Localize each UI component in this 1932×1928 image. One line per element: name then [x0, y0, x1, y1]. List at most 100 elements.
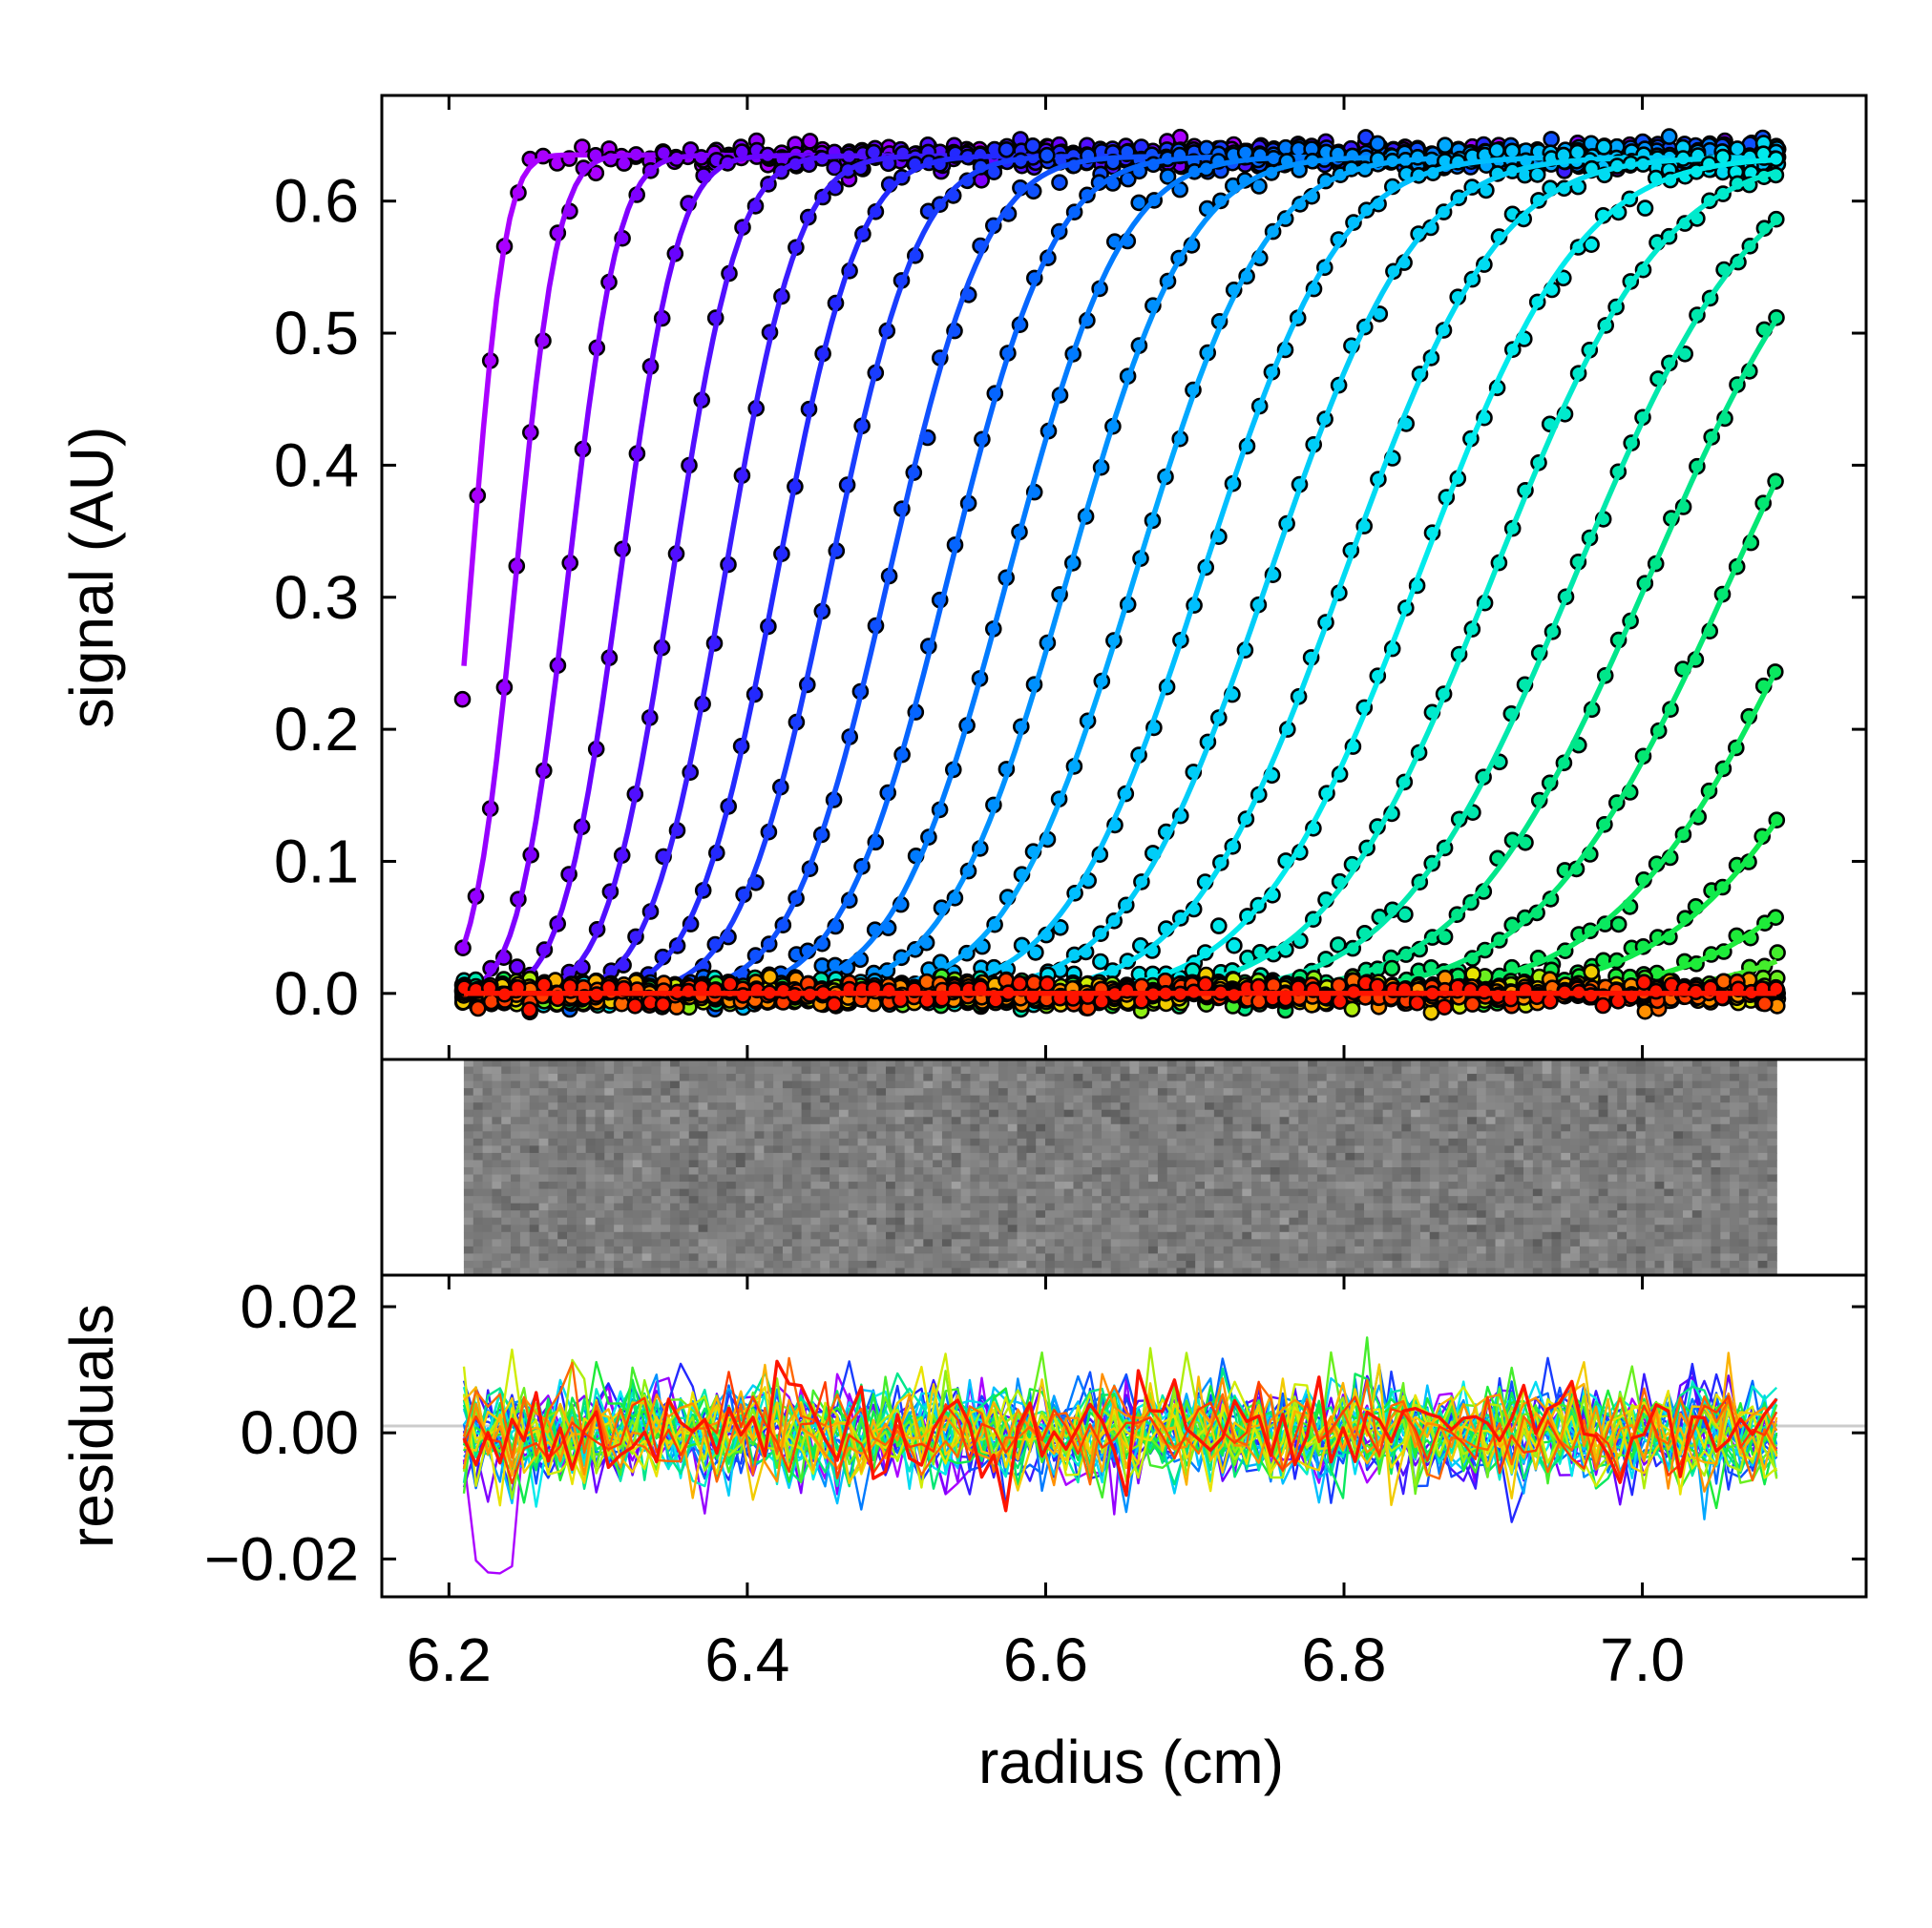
- bitmap-pixel: [1082, 1095, 1093, 1103]
- bitmap-pixel: [1082, 1074, 1093, 1082]
- bitmap-pixel: [463, 1109, 474, 1118]
- bitmap-pixel: [1345, 1080, 1355, 1089]
- bitmap-pixel: [482, 1088, 494, 1097]
- bitmap-pixel: [914, 1109, 924, 1118]
- bitmap-pixel: [1627, 1095, 1637, 1103]
- bitmap-pixel: [482, 1117, 494, 1125]
- bitmap-pixel: [1683, 1095, 1693, 1103]
- scan-9: [456, 129, 1784, 1016]
- bitmap-pixel: [941, 1088, 953, 1097]
- bitmap-pixel: [501, 1066, 512, 1075]
- bitmap-pixel: [791, 1080, 803, 1089]
- bitmap-pixel: [1148, 1095, 1159, 1103]
- bitmap-pixel: [1110, 1117, 1122, 1125]
- bitmap-pixel: [1458, 1074, 1468, 1082]
- bitmap-pixel: [472, 1066, 484, 1075]
- bitmap-pixel: [1419, 1088, 1431, 1097]
- bitmap-pixel: [726, 1095, 737, 1103]
- bitmap-pixel: [1711, 1066, 1721, 1075]
- bitmap-pixel: [970, 1102, 980, 1111]
- bitmap-pixel: [1588, 1066, 1600, 1075]
- bitmap-pixel: [876, 1074, 887, 1082]
- bitmap-pixel: [1664, 1074, 1674, 1082]
- bitmap-pixel: [585, 1080, 597, 1089]
- bitmap-pixel: [801, 1066, 812, 1075]
- bitmap-pixel: [1627, 1088, 1637, 1097]
- bitmap-pixel: [979, 1088, 990, 1097]
- bitmap-pixel: [1730, 1066, 1740, 1075]
- bitmap-pixel: [1673, 1117, 1684, 1125]
- bitmap-pixel: [1767, 1080, 1777, 1089]
- bitmap-pixel: [1485, 1080, 1497, 1089]
- bitmap-pixel: [1730, 1109, 1740, 1118]
- bitmap-pixel: [1176, 1102, 1186, 1111]
- data-point: [1330, 976, 1348, 995]
- bitmap-pixel: [651, 1102, 662, 1111]
- bitmap-pixel: [1279, 1066, 1291, 1075]
- data-point: [1636, 1002, 1654, 1020]
- bitmap-pixel: [622, 1123, 634, 1132]
- bitmap-pixel: [585, 1066, 597, 1075]
- bitmap-pixel: [941, 1080, 953, 1089]
- bitmap-pixel: [1392, 1088, 1402, 1097]
- bitmap-pixel: [754, 1109, 765, 1118]
- bitmap-pixel: [923, 1088, 934, 1097]
- bitmap-pixel: [1279, 1117, 1291, 1125]
- bitmap-pixel: [1176, 1088, 1186, 1097]
- bitmap-pixel: [1523, 1109, 1534, 1118]
- bitmap-pixel: [1664, 1102, 1674, 1111]
- bitmap-pixel: [1251, 1095, 1262, 1103]
- bitmap-pixel: [1335, 1066, 1346, 1075]
- bitmap-pixel: [886, 1088, 896, 1097]
- bitmap-pixel: [764, 1080, 774, 1089]
- bitmap-pixel: [820, 1095, 830, 1103]
- bitmap-pixel: [1017, 1095, 1027, 1103]
- bitmap-pixel: [1392, 1095, 1402, 1103]
- bitmap-pixel: [1364, 1088, 1375, 1097]
- bitmap-pixel: [1316, 1095, 1328, 1103]
- bitmap-pixel: [717, 1066, 727, 1075]
- bitmap-pixel: [904, 1066, 915, 1075]
- bitmap-pixel: [641, 1123, 653, 1132]
- bitmap-pixel: [1316, 1066, 1328, 1075]
- bitmap-pixel: [951, 1066, 962, 1075]
- bitmap-pixel: [679, 1109, 690, 1118]
- bitmap-pixel: [576, 1117, 587, 1125]
- bitmap-pixel: [698, 1117, 708, 1125]
- bitmap-pixel: [1458, 1117, 1468, 1125]
- bitmap-pixel: [1186, 1117, 1196, 1125]
- bitmap-pixel: [585, 1074, 597, 1082]
- bitmap-pixel: [1101, 1080, 1112, 1089]
- bitmap-pixel: [894, 1088, 906, 1097]
- bitmap-pixel: [1429, 1117, 1440, 1125]
- bitmap-pixel: [1054, 1088, 1065, 1097]
- bitmap-pixel: [707, 1066, 718, 1075]
- bitmap-pixel: [661, 1066, 671, 1075]
- bitmap-pixel: [1166, 1080, 1178, 1089]
- bitmap-pixel: [1101, 1074, 1112, 1082]
- bitmap-pixel: [726, 1102, 737, 1111]
- bitmap-pixel: [904, 1080, 915, 1089]
- bitmap-pixel: [1186, 1080, 1196, 1089]
- bitmap-pixel: [472, 1109, 484, 1118]
- bitmap-pixel: [1026, 1117, 1037, 1125]
- bitmap-pixel: [1504, 1080, 1515, 1089]
- bitmap-pixel: [1354, 1117, 1365, 1125]
- bitmap-pixel: [1242, 1109, 1252, 1118]
- bitmap-pixel: [1458, 1095, 1468, 1103]
- bitmap-pixel: [1711, 1117, 1721, 1125]
- bitmap-pixel: [670, 1088, 681, 1097]
- bitmap-pixel: [1017, 1080, 1027, 1089]
- bitmap-pixel: [1429, 1066, 1440, 1075]
- bitmap-pixel: [764, 1066, 774, 1075]
- bitmap-pixel: [1523, 1102, 1534, 1111]
- bitmap-pixel: [1654, 1080, 1665, 1089]
- bitmap-pixel: [1579, 1117, 1590, 1125]
- bitmap-pixel: [764, 1095, 774, 1103]
- bitmap-pixel: [463, 1066, 474, 1075]
- bitmap-pixel: [1289, 1109, 1299, 1118]
- bitmap-pixel: [688, 1117, 700, 1125]
- bitmap-pixel: [886, 1095, 896, 1103]
- bitmap-pixel: [754, 1117, 765, 1125]
- bitmap-pixel: [1382, 1088, 1394, 1097]
